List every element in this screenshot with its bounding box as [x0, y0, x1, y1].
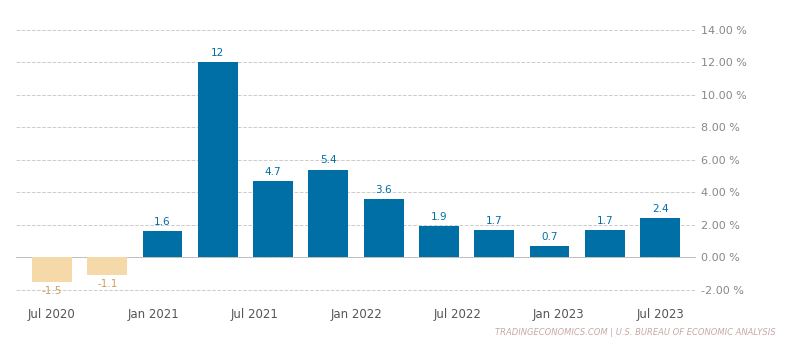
Text: 3.6: 3.6	[375, 185, 392, 195]
Text: -1.5: -1.5	[42, 286, 62, 295]
Bar	[309, 170, 348, 257]
Bar	[419, 226, 459, 257]
Text: 1.6: 1.6	[154, 217, 171, 227]
Bar	[198, 62, 238, 257]
Text: 0.7: 0.7	[542, 232, 558, 242]
Text: -1.1: -1.1	[97, 279, 118, 289]
Bar	[142, 231, 182, 257]
Text: 2.4: 2.4	[652, 204, 668, 214]
Bar	[474, 230, 514, 257]
Text: 1.9: 1.9	[430, 212, 447, 222]
Text: 12: 12	[211, 48, 225, 58]
Text: TRADINGECONOMICS.COM | U.S. BUREAU OF ECONOMIC ANALYSIS: TRADINGECONOMICS.COM | U.S. BUREAU OF EC…	[495, 328, 776, 337]
Bar	[640, 218, 680, 257]
Bar	[253, 181, 293, 257]
Text: 4.7: 4.7	[265, 167, 282, 177]
Bar	[364, 199, 403, 257]
Bar	[585, 230, 625, 257]
Text: 1.7: 1.7	[597, 216, 613, 226]
Bar	[87, 257, 127, 275]
Bar	[530, 246, 570, 257]
Text: 1.7: 1.7	[486, 216, 502, 226]
Bar	[32, 257, 72, 282]
Text: 5.4: 5.4	[320, 155, 337, 165]
